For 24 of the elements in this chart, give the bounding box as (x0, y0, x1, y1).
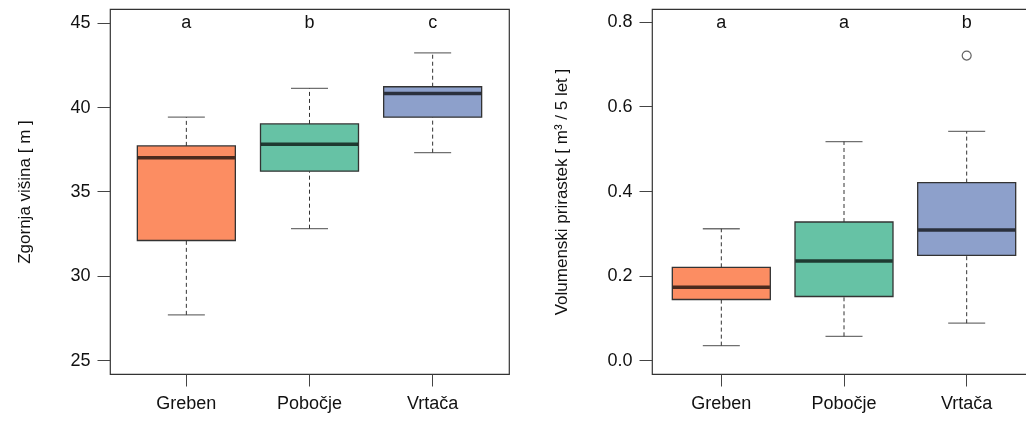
annotation: b (304, 12, 315, 32)
x-tick-label: Vrtača (406, 392, 460, 413)
x-tick-label: Greben (156, 392, 217, 413)
x-tick-label: Pobočje (811, 392, 877, 413)
y-tick-label: 0.2 (607, 265, 633, 286)
y-axis-title: Zgornja višina [ m ] (15, 120, 35, 264)
y-axis-title: Volumenski prirastek [ m³ / 5 let ] (552, 68, 572, 316)
y-tick-label: 30 (70, 265, 91, 286)
y-tick-label: 45 (70, 12, 91, 33)
annotation: b (961, 12, 972, 32)
y-tick-label: 40 (70, 96, 91, 117)
y-tick-label: 0.8 (607, 11, 633, 32)
x-tick-label: Greben (691, 392, 752, 413)
y-tick-label: 35 (70, 181, 91, 201)
x-tick-label: Pobočje (276, 392, 343, 413)
y-tick-label: 0.6 (607, 95, 633, 116)
y-tick-label: 25 (70, 349, 91, 370)
annotation: a (181, 12, 193, 32)
y-tick-label: 0.4 (607, 180, 633, 201)
y-tick-label: 0.0 (607, 349, 633, 370)
annotation: c (428, 12, 438, 32)
x-tick-label: Vrtača (941, 392, 994, 413)
annotation: a (716, 12, 728, 32)
annotation: a (838, 12, 850, 32)
